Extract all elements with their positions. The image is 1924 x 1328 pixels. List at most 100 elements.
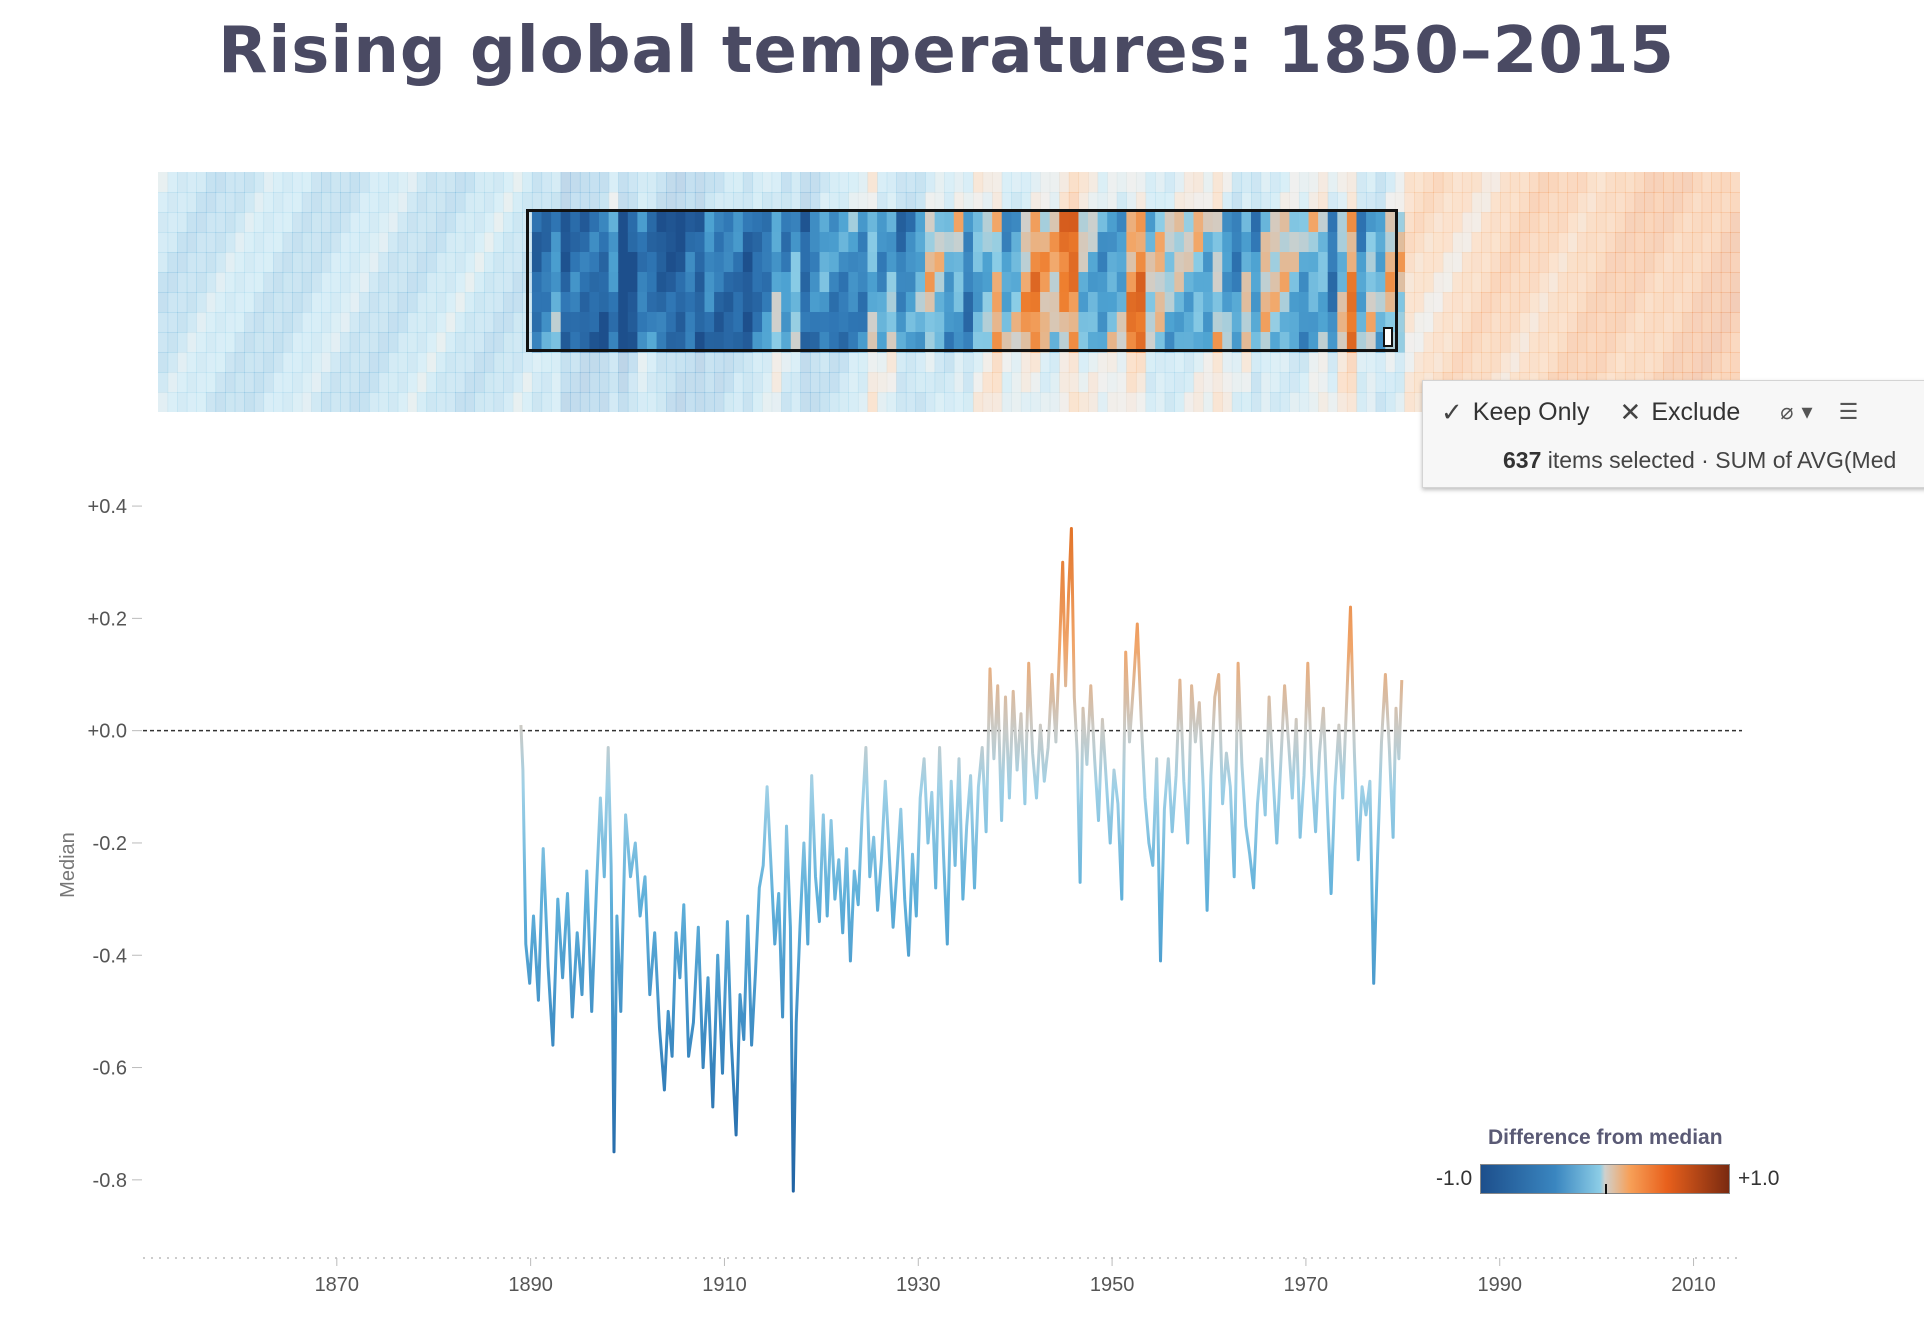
selection-rectangle[interactable] bbox=[526, 209, 1398, 352]
heatmap-cell bbox=[627, 312, 638, 333]
heatmap-cell bbox=[704, 332, 715, 353]
selected-count: 637 bbox=[1503, 447, 1542, 473]
heatmap-cell bbox=[1279, 352, 1290, 373]
heatmap-cell bbox=[790, 352, 801, 373]
heatmap-cell bbox=[1615, 212, 1626, 233]
heatmap-cell bbox=[1011, 332, 1022, 353]
heatmap-cell bbox=[1346, 252, 1358, 273]
heatmap-cell bbox=[1126, 272, 1137, 293]
x-tick-label-5: 1970 bbox=[1284, 1274, 1329, 1296]
heatmap-cell bbox=[253, 392, 265, 412]
heatmap-cell bbox=[1298, 172, 1310, 193]
selection-resize-handle[interactable] bbox=[1383, 327, 1393, 347]
heatmap-cell bbox=[1596, 332, 1607, 353]
heatmap-cell bbox=[1615, 292, 1626, 313]
heatmap-cell bbox=[886, 372, 897, 393]
heatmap-cell bbox=[762, 252, 773, 273]
heatmap-cell bbox=[397, 352, 408, 373]
heatmap-cell bbox=[733, 312, 744, 333]
heatmap-cell bbox=[646, 192, 658, 213]
group-members-icon[interactable]: ⌀ bbox=[1780, 399, 1794, 424]
heatmap-cell bbox=[368, 352, 380, 373]
heatmap-overview[interactable] bbox=[158, 172, 1740, 412]
heatmap-cell bbox=[646, 332, 658, 353]
heatmap-cell bbox=[1356, 292, 1367, 313]
heatmap-cell bbox=[311, 212, 322, 233]
heatmap-cell bbox=[646, 372, 658, 393]
heatmap-cell bbox=[292, 192, 303, 213]
heatmap-cell bbox=[426, 292, 437, 313]
x-tick-label-6: 1990 bbox=[1477, 1274, 1522, 1296]
heatmap-cell bbox=[1711, 312, 1722, 333]
heatmap-cell bbox=[330, 312, 341, 333]
heatmap-cell bbox=[416, 372, 428, 393]
heatmap-cell bbox=[416, 292, 428, 313]
heatmap-cell bbox=[493, 272, 504, 293]
heatmap-grid[interactable] bbox=[158, 172, 1740, 412]
heatmap-cell bbox=[1337, 232, 1348, 253]
heatmap-cell bbox=[1049, 212, 1060, 233]
heatmap-cell bbox=[723, 192, 734, 213]
heatmap-cell bbox=[1222, 392, 1233, 412]
heatmap-cell bbox=[1404, 372, 1415, 393]
heatmap-cell bbox=[158, 232, 169, 253]
dropdown-caret-icon[interactable]: ▾ bbox=[1801, 399, 1813, 424]
heatmap-cell bbox=[1394, 312, 1406, 333]
heatmap-cell bbox=[963, 372, 974, 393]
heatmap-cell bbox=[1097, 172, 1108, 193]
heatmap-cell bbox=[1375, 352, 1386, 373]
heatmap-cell bbox=[282, 232, 293, 253]
heatmap-cell bbox=[1298, 372, 1310, 393]
heatmap-cell bbox=[1624, 212, 1636, 233]
heatmap-cell bbox=[1059, 232, 1070, 253]
heatmap-cell bbox=[992, 232, 1003, 253]
heatmap-cell bbox=[627, 232, 638, 253]
heatmap-cell bbox=[723, 172, 734, 193]
heatmap-cell bbox=[1692, 212, 1703, 233]
heatmap-cell bbox=[1212, 312, 1223, 333]
heatmap-cell bbox=[1452, 332, 1463, 353]
heatmap-cell bbox=[1231, 272, 1243, 293]
heatmap-cell bbox=[1126, 332, 1137, 353]
heatmap-cell bbox=[1471, 232, 1482, 253]
heatmap-cell bbox=[915, 232, 926, 253]
heatmap-cell bbox=[896, 292, 907, 313]
heatmap-cell bbox=[790, 232, 801, 253]
view-data-icon[interactable]: ☰ bbox=[1838, 399, 1859, 424]
heatmap-cell bbox=[1701, 212, 1712, 233]
heatmap-cell bbox=[1538, 352, 1549, 373]
heatmap-cell bbox=[742, 392, 754, 412]
heatmap-cell bbox=[407, 212, 418, 233]
heatmap-cell bbox=[1672, 272, 1684, 293]
heatmap-cell bbox=[1663, 292, 1674, 313]
heatmap-cell bbox=[781, 292, 792, 313]
heatmap-cell bbox=[934, 212, 945, 233]
keep-only-button[interactable]: ✓ Keep Only bbox=[1441, 397, 1590, 428]
exclude-button[interactable]: ✕ Exclude bbox=[1620, 397, 1741, 428]
heatmap-cell bbox=[1174, 252, 1185, 273]
heatmap-cell bbox=[1481, 172, 1492, 193]
heatmap-cell bbox=[311, 332, 322, 353]
heatmap-cell bbox=[886, 332, 897, 353]
heatmap-cell bbox=[368, 272, 380, 293]
heatmap-cell bbox=[1509, 252, 1521, 273]
heatmap-cell bbox=[273, 292, 284, 313]
heatmap-cell bbox=[1030, 212, 1041, 233]
heatmap-cell bbox=[829, 312, 840, 333]
heatmap-cell bbox=[570, 252, 581, 273]
heatmap-cell bbox=[311, 392, 322, 412]
heatmap-cell bbox=[867, 312, 878, 333]
heatmap-cell bbox=[1068, 312, 1080, 333]
heatmap-cell bbox=[378, 372, 389, 393]
heatmap-cell bbox=[196, 332, 207, 353]
heatmap-cell bbox=[944, 212, 955, 233]
heatmap-cell bbox=[1279, 212, 1290, 233]
heatmap-cell bbox=[1682, 292, 1693, 313]
heatmap-cell bbox=[253, 312, 265, 333]
heatmap-cell bbox=[1001, 292, 1012, 313]
heatmap-cell bbox=[608, 312, 619, 333]
heatmap-cell bbox=[455, 232, 466, 253]
heatmap-cell bbox=[244, 392, 255, 412]
heatmap-cell bbox=[646, 392, 658, 412]
